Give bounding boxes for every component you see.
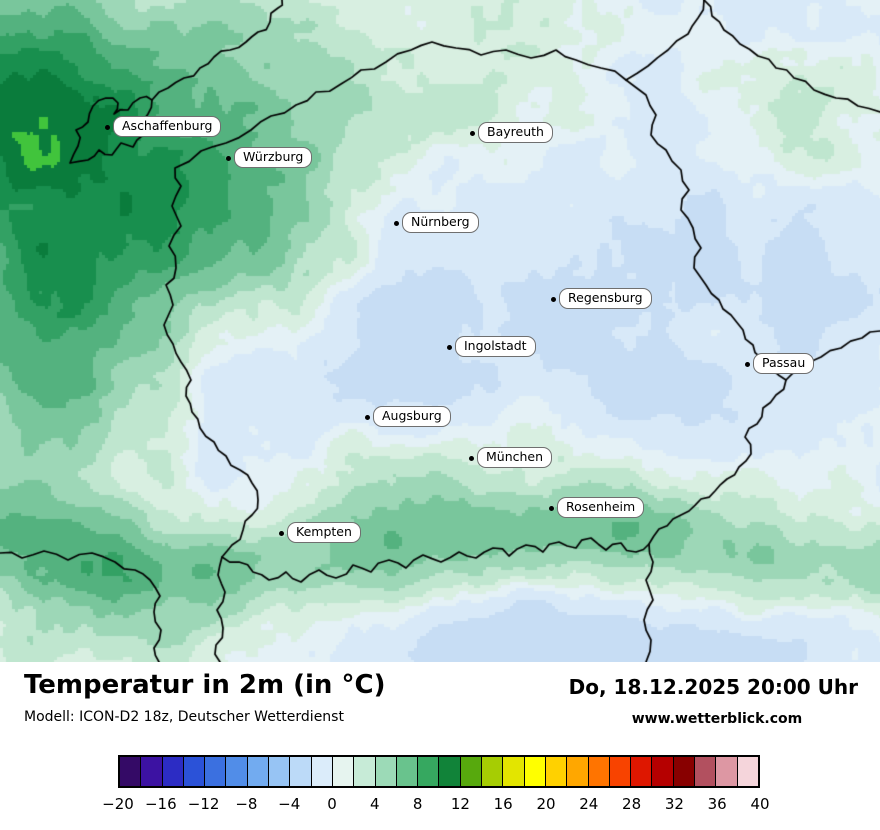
info-panel: Temperatur in 2m (in °C) Do, 18.12.2025 … — [0, 662, 880, 830]
colorbar-segment — [737, 757, 758, 786]
city-marker-dot — [470, 131, 475, 136]
city-label: Würzburg — [234, 147, 313, 169]
colorbar-segment — [482, 757, 504, 786]
colorbar-tick-label: 4 — [370, 795, 380, 813]
colorbar-segment — [567, 757, 589, 786]
colorbar-segment — [205, 757, 227, 786]
colorbar-segment — [332, 757, 355, 786]
colorbar-tick-label: 24 — [579, 795, 599, 813]
colorbar-tick-label: −20 — [102, 795, 134, 813]
colorbar-segment — [418, 757, 440, 786]
colorbar-segment — [460, 757, 483, 786]
colorbar-tick-label: 36 — [707, 795, 727, 813]
colorbar-segment — [524, 757, 546, 786]
temperature-colorbar — [118, 755, 760, 788]
colorbar-tick-label: −12 — [187, 795, 220, 813]
colorbar-tick-label: −4 — [278, 795, 301, 813]
colorbar-segment — [354, 757, 376, 786]
city-marker-dot — [745, 362, 750, 367]
city-marker-dot — [549, 506, 554, 511]
city-marker-dot — [105, 125, 110, 130]
city-label: Kempten — [287, 522, 361, 544]
city-marker-dot — [226, 156, 231, 161]
colorbar-segment — [375, 757, 397, 786]
weather-map: Aschaffenburg Würzburg Bayreuth Nürnberg Reg… — [0, 0, 880, 662]
colorbar-segment — [631, 757, 653, 786]
colorbar-segment — [226, 757, 248, 786]
colorbar-segment — [162, 757, 184, 786]
colorbar-segment — [545, 757, 568, 786]
colorbar-segment — [141, 757, 163, 786]
colorbar-tick-label: 0 — [327, 795, 337, 813]
city-marker-dot — [365, 415, 370, 420]
city-marker-dot — [394, 221, 399, 226]
colorbar-tick-label: 16 — [493, 795, 513, 813]
colorbar-tick-label: 20 — [536, 795, 556, 813]
city-label: München — [477, 447, 553, 469]
city-marker-dot — [469, 456, 474, 461]
map-title: Temperatur in 2m (in °C) — [24, 670, 386, 700]
colorbar-segment — [503, 757, 525, 786]
colorbar-tick-label: −8 — [235, 795, 258, 813]
city-label: Regensburg — [559, 288, 652, 310]
colorbar-tick-label: 28 — [622, 795, 642, 813]
colorbar-tick-labels: −20 −16 −12 −8 −4 0 4 8 12 16 20 24 28 32 36 40 — [102, 795, 769, 815]
city-label: Rosenheim — [557, 497, 645, 519]
colorbar-segment — [609, 757, 632, 786]
model-info: Modell: ICON-D2 18z, Deutscher Wetterdie… — [24, 709, 344, 725]
colorbar-segment — [247, 757, 270, 786]
colorbar-segment — [673, 757, 696, 786]
colorbar-segment — [396, 757, 419, 786]
city-label: Augsburg — [373, 406, 451, 428]
city-marker-dot — [447, 345, 452, 350]
city-label-layer: Aschaffenburg Würzburg Bayreuth Nürnberg Reg… — [105, 116, 815, 544]
valid-datetime: Do, 18.12.2025 20:00 Uhr — [568, 675, 858, 699]
colorbar-tick-label: 40 — [750, 795, 770, 813]
colorbar-segment — [311, 757, 333, 786]
colorbar-segment — [652, 757, 674, 786]
colorbar-tick-label: 12 — [450, 795, 470, 813]
colorbar-segment — [588, 757, 610, 786]
colorbar-segment — [716, 757, 738, 786]
colorbar-segment — [183, 757, 206, 786]
city-marker-dot — [279, 531, 284, 536]
colorbar-segment — [269, 757, 291, 786]
colorbar-segment — [439, 757, 461, 786]
city-label: Ingolstadt — [455, 336, 536, 358]
colorbar-segment — [290, 757, 312, 786]
colorbar-tick-label: 8 — [412, 795, 423, 813]
city-marker-dot — [551, 297, 556, 302]
city-label: Aschaffenburg — [113, 116, 222, 138]
city-label: Bayreuth — [478, 122, 553, 144]
colorbar-segment — [695, 757, 717, 786]
colorbar-segment — [120, 757, 142, 786]
colorbar-tick-label: 32 — [664, 795, 684, 813]
colorbar-tick-label: −16 — [144, 795, 177, 813]
temperature-shading-canvas — [0, 0, 880, 662]
city-label: Nürnberg — [402, 212, 479, 234]
city-label: Passau — [753, 353, 815, 375]
website-url: www.wetterblick.com — [631, 711, 803, 727]
